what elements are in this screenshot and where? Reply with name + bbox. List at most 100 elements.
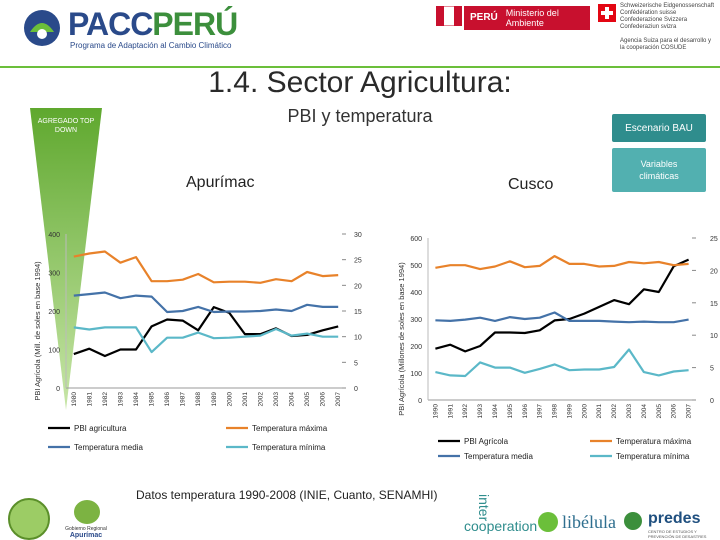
series-line-temperatura-maxima xyxy=(73,250,339,284)
series-line-temperatura-minima xyxy=(435,348,689,378)
x-tick-label: 2007 xyxy=(686,404,693,419)
predes-logo: predes CENTRO DE ESTUDIOS Y PREVENCIÓN D… xyxy=(624,510,714,540)
y-tick-label: 500 xyxy=(410,263,422,270)
series-line-pbi-agricultura xyxy=(73,305,339,358)
series-line-temperatura-minima xyxy=(73,326,339,354)
x-tick-label: 1986 xyxy=(164,392,171,407)
y-tick-label: 400 xyxy=(410,290,422,297)
y2-tick-label: 20 xyxy=(354,283,362,290)
y-axis-title: PBI Agrícola (Millones de soles en base … xyxy=(397,262,406,416)
peru-shield-icon xyxy=(436,6,462,26)
y2-tick-label: 30 xyxy=(354,232,362,239)
y2-tick-label: 25 xyxy=(710,236,718,243)
x-tick-label: 2005 xyxy=(656,404,663,419)
brand-name: PACCPERÚ xyxy=(68,6,238,42)
y-tick-label: 0 xyxy=(418,398,422,405)
series-line-temperatura-media xyxy=(73,291,339,314)
x-tick-label: 1994 xyxy=(492,404,499,419)
x-tick-label: 2006 xyxy=(671,404,678,419)
x-tick-label: 2002 xyxy=(257,392,264,407)
y-tick-label: 300 xyxy=(48,271,60,278)
gobierno-label: Gobierno Regional xyxy=(65,526,107,532)
variables-climaticas-button[interactable]: Variables climáticas xyxy=(612,148,706,192)
gobierno-emblem-icon xyxy=(74,500,100,524)
x-tick-label: 1981 xyxy=(86,392,93,407)
y-tick-label: 100 xyxy=(410,371,422,378)
x-tick-label: 1997 xyxy=(537,404,544,419)
y-tick-label: 200 xyxy=(410,344,422,351)
escenario-bau-button[interactable]: Escenario BAU xyxy=(612,114,706,142)
ministry-badge: PERÚ Ministerio del Ambiente xyxy=(464,6,590,30)
y-axis-title: PBI Agrícola (Mill. de soles en base 199… xyxy=(33,261,42,401)
y2-tick-label: 25 xyxy=(354,258,362,265)
cooperation-text: cooperation xyxy=(464,518,538,534)
y-tick-label: 100 xyxy=(48,348,60,355)
swiss-agency-text: Agencia Suiza para el desarrollo y la co… xyxy=(620,38,712,51)
predes-subtitle: CENTRO DE ESTUDIOS Y PREVENCIÓN DE DESAS… xyxy=(648,529,707,539)
y-tick-label: 600 xyxy=(410,236,422,243)
y2-tick-label: 20 xyxy=(710,268,718,275)
x-tick-label: 1999 xyxy=(566,404,573,419)
pacc-logo-icon xyxy=(24,10,60,46)
y2-tick-label: 0 xyxy=(710,398,714,405)
x-tick-label: 2006 xyxy=(320,392,327,407)
series-line-temperatura-media xyxy=(435,311,689,324)
y-tick-label: 200 xyxy=(48,309,60,316)
swiss-confederation-text: Schweizerische Eidgenossenschaft Confédé… xyxy=(620,3,715,30)
legend-label: PBI Agrícola xyxy=(464,437,509,446)
apurimac-chart: 0 100 200 300 400 0 5 10 15 20 25 30 1980 1981 1982 198… xyxy=(33,232,362,452)
swiss-flag-icon xyxy=(598,4,616,22)
y2-tick-label: 5 xyxy=(354,360,358,367)
slide-subtitle: PBI y temperatura xyxy=(287,106,433,126)
y2-tick-label: 15 xyxy=(354,309,362,316)
x-tick-label: 1984 xyxy=(133,392,140,407)
apurimac-label: Apurímac xyxy=(69,532,103,539)
ministry-label: Ministerio del Ambiente xyxy=(505,8,559,28)
data-source-footnote: Datos temperatura 1990-2008 (INIE, Cuant… xyxy=(136,488,438,502)
x-tick-label: 1993 xyxy=(477,404,484,419)
x-tick-label: 1989 xyxy=(211,392,218,407)
x-tick-label: 1992 xyxy=(462,404,469,419)
y-tick-label: 400 xyxy=(48,232,60,239)
y2-tick-label: 0 xyxy=(354,386,358,393)
x-tick-label: 1980 xyxy=(71,392,78,407)
triangle-label: AGREGADO TOP DOWN xyxy=(37,118,95,134)
legend-label: Temperatura media xyxy=(464,452,533,461)
legend-label: Temperatura mínima xyxy=(252,443,326,452)
slide-title: 1.4. Sector Agricultura: xyxy=(208,66,512,99)
chart-title-apurimac: Apurímac xyxy=(186,174,255,191)
x-tick-label: 1987 xyxy=(180,392,187,407)
legend-label: Temperatura máxima xyxy=(252,424,328,433)
libelula-mark-icon xyxy=(538,512,558,532)
x-tick-label: 2001 xyxy=(596,404,603,419)
legend-label: Temperatura mínima xyxy=(616,452,690,461)
x-tick-label: 1995 xyxy=(507,404,514,419)
x-tick-label: 2005 xyxy=(304,392,311,407)
gobierno-regional-logo: Gobierno Regional Apurímac xyxy=(58,500,114,540)
x-tick-label: 1983 xyxy=(117,392,124,407)
cusco-chart: 0 100 200 300 400 500 600 0 5 10 15 20 25 1990 1991 199… xyxy=(397,236,718,461)
x-tick-label: 1996 xyxy=(522,404,529,419)
brand-tagline: Programa de Adaptación al Cambio Climáti… xyxy=(70,41,232,50)
x-tick-label: 2003 xyxy=(626,404,633,419)
chart-title-cusco: Cusco xyxy=(508,176,554,193)
series-line-pbi-agricola xyxy=(435,258,690,353)
x-tick-label: 2004 xyxy=(641,404,648,419)
apurimac-seal-icon xyxy=(8,498,50,540)
series-line-temperatura-maxima xyxy=(435,254,689,271)
x-tick-label: 1982 xyxy=(102,392,109,407)
x-tick-label: 2002 xyxy=(611,404,618,419)
y-tick-label: 0 xyxy=(56,386,60,393)
header-divider xyxy=(0,66,720,68)
x-tick-label: 1985 xyxy=(149,392,156,407)
libelula-logo: libélula xyxy=(562,512,616,532)
y2-tick-label: 10 xyxy=(710,333,718,340)
x-tick-label: 2004 xyxy=(289,392,296,407)
legend-label: PBI agricultura xyxy=(74,424,127,433)
predes-name: predes xyxy=(648,510,701,527)
x-tick-label: 2007 xyxy=(335,392,342,407)
x-tick-label: 2000 xyxy=(226,392,233,407)
x-tick-label: 1988 xyxy=(195,392,202,407)
x-tick-label: 2003 xyxy=(273,392,280,407)
intercooperation-logo: inter cooperation xyxy=(462,494,542,540)
